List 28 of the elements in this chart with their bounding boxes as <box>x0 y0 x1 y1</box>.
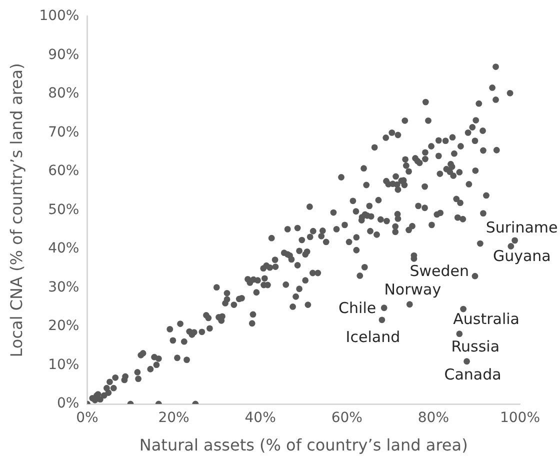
y-tick-label: 80% <box>48 86 80 102</box>
x-tick-label: 20% <box>158 410 190 426</box>
x-axis-title: Natural assets (% of country’s land area) <box>139 436 468 455</box>
y-tick-label: 60% <box>48 163 80 180</box>
y-tick-label: 50% <box>48 202 80 218</box>
annotation: Suriname <box>486 218 558 236</box>
annotation: Canada <box>444 365 502 384</box>
annotation: Russia <box>451 338 500 356</box>
y-tick-label: 10% <box>48 356 80 373</box>
x-tick-label: 80% <box>418 410 450 426</box>
y-axis-title: Local CNA (% of country’s land area) <box>6 63 26 358</box>
annotation: Chile <box>338 298 376 317</box>
annotation: Guyana <box>492 247 551 266</box>
y-tick-label: 100% <box>39 8 80 24</box>
x-tick-label: 60% <box>331 410 362 426</box>
y-tick-label: 20% <box>48 318 80 334</box>
annotation: Sweden <box>410 262 469 280</box>
annotation: Iceland <box>346 328 400 346</box>
x-tick-label: 0% <box>76 410 98 426</box>
annotation: Norway <box>384 280 442 298</box>
y-tick-label: 70% <box>48 124 80 140</box>
y-tick-label: 40% <box>48 240 80 257</box>
y-tick-label: 90% <box>48 46 80 63</box>
y-tick-label: 30% <box>48 279 80 296</box>
annotation: Australia <box>453 310 520 328</box>
x-tick-label: 100% <box>500 410 540 426</box>
y-tick-label: 0% <box>57 396 80 412</box>
x-tick-label: 40% <box>244 410 276 426</box>
